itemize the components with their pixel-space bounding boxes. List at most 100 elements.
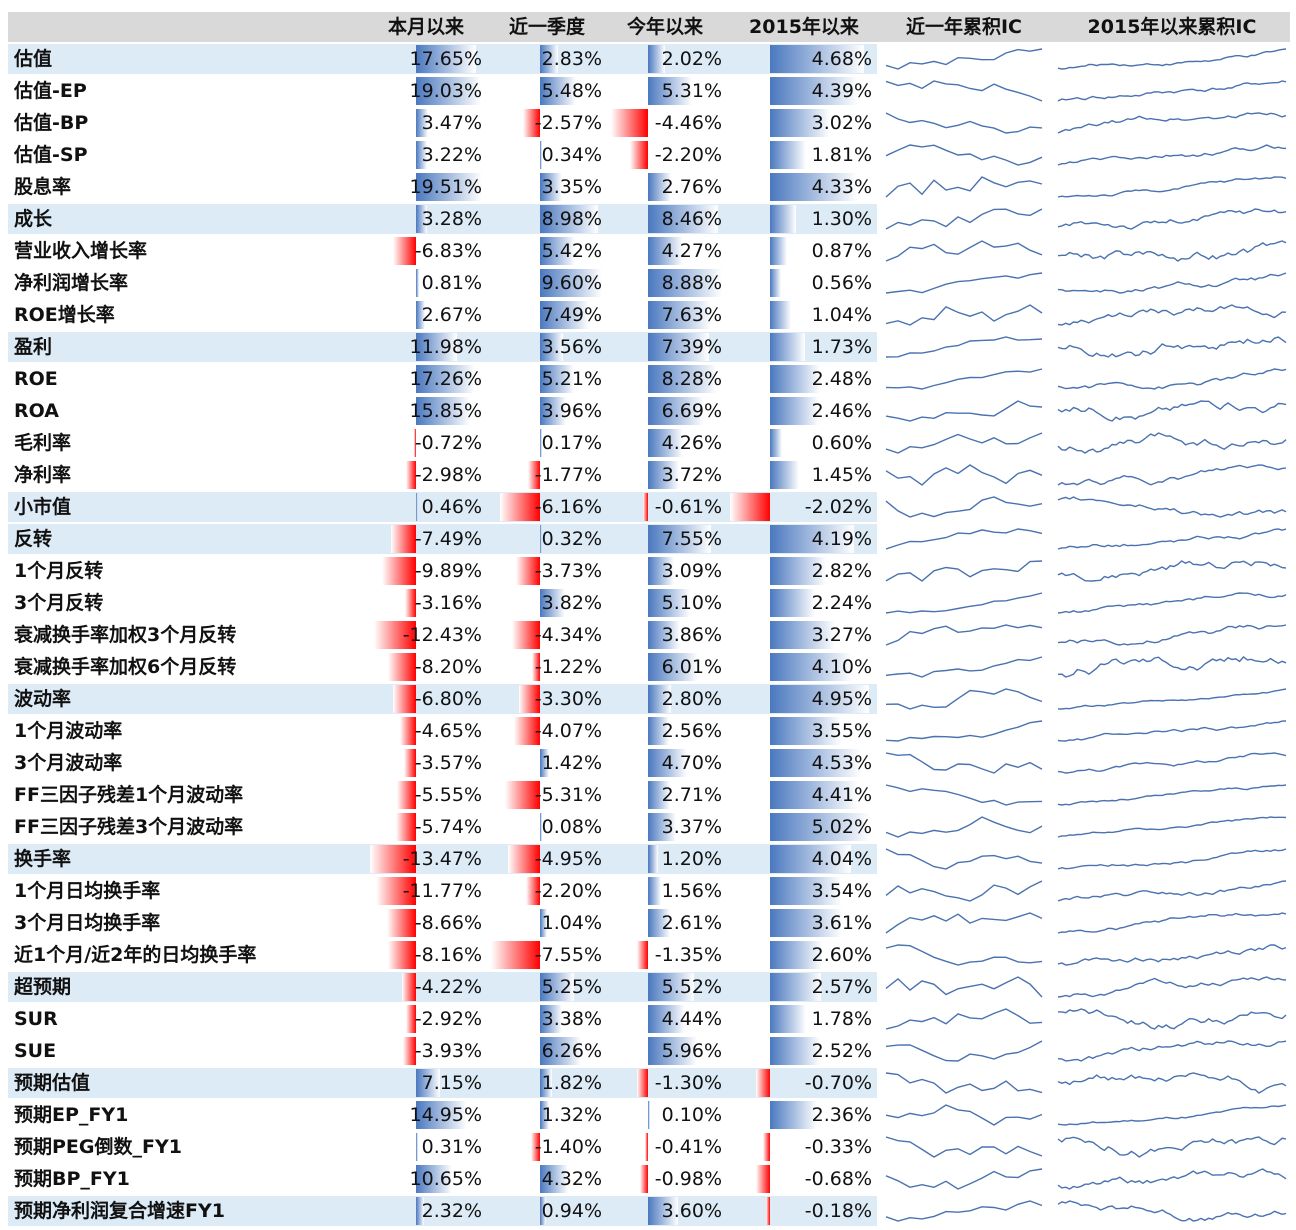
value-cell: 7.49%: [541, 304, 602, 326]
positive-data-bar: [648, 557, 674, 585]
positive-data-bar: [540, 813, 542, 841]
sparkline-path: [1057, 880, 1287, 902]
positive-data-bar: [648, 461, 679, 489]
value-cell: 2.80%: [661, 688, 722, 710]
value-cell: 5.42%: [541, 240, 602, 262]
table-header: 本月以来 近一季度 今年以来 2015年以来 近一年累积IC 2015年以来累积…: [8, 12, 1290, 42]
value-cell: -8.66%: [414, 912, 482, 934]
value-cell: 19.51%: [409, 176, 482, 198]
header-2015-cum-ic: 2015年以来累积IC: [1087, 16, 1257, 38]
positive-data-bar: [648, 909, 670, 937]
sparkline-path: [1057, 688, 1287, 710]
table-row: 3个月反转 -3.16% 3.82% 5.10% 2.24%: [8, 587, 1290, 619]
sparkline-path: [885, 1040, 1043, 1062]
value-cell: 4.41%: [811, 784, 872, 806]
positive-data-bar: [770, 1101, 818, 1129]
sparkline-path: [885, 208, 1043, 230]
positive-data-bar: [416, 365, 475, 393]
value-cell: -0.61%: [654, 496, 722, 518]
factor-name: ROA: [14, 400, 59, 422]
group-highlight: [8, 524, 877, 554]
value-cell: 5.52%: [661, 976, 722, 998]
value-cell: -3.57%: [414, 752, 482, 774]
value-cell: 5.96%: [661, 1040, 722, 1062]
positive-data-bar: [648, 749, 687, 777]
positive-data-bar: [540, 205, 599, 233]
table-row: 估值-EP 19.03% 5.48% 5.31% 4.39%: [8, 75, 1290, 107]
value-cell: 3.22%: [421, 144, 482, 166]
value-cell: 0.17%: [541, 432, 602, 454]
sparkline-path: [1057, 624, 1287, 646]
ic-sparkline-1y: [885, 1008, 1043, 1030]
negative-data-bar: [392, 685, 416, 713]
ic-sparkline-2015: [1057, 976, 1287, 998]
sparkline-path: [885, 560, 1043, 582]
positive-data-bar: [770, 301, 791, 329]
value-cell: -4.65%: [414, 720, 482, 742]
positive-data-bar: [540, 141, 543, 169]
sparkline-path: [885, 816, 1043, 838]
ic-sparkline-1y: [885, 1200, 1043, 1222]
negative-data-bar: [375, 877, 416, 905]
value-cell: 8.28%: [661, 368, 722, 390]
value-cell: 5.31%: [661, 80, 722, 102]
sparkline-path: [1057, 912, 1287, 934]
positive-data-bar: [416, 205, 428, 233]
sparkline-path: [885, 48, 1043, 70]
value-cell: -7.55%: [534, 944, 602, 966]
positive-data-bar: [648, 365, 717, 393]
sparkline-path: [885, 1104, 1043, 1126]
positive-data-bar: [416, 1197, 424, 1225]
positive-data-bar: [648, 525, 711, 553]
sparkline-path: [885, 464, 1043, 486]
value-cell: 11.98%: [409, 336, 482, 358]
value-cell: -4.95%: [534, 848, 602, 870]
negative-data-bar: [396, 813, 416, 841]
ic-sparkline-2015: [1057, 176, 1287, 198]
value-cell: -2.20%: [534, 880, 602, 902]
positive-data-bar: [540, 525, 543, 553]
value-cell: 2.24%: [811, 592, 872, 614]
ic-sparkline-2015: [1057, 1072, 1287, 1094]
value-cell: 0.56%: [811, 272, 872, 294]
positive-data-bar: [770, 333, 805, 361]
sparkline-path: [1057, 1040, 1287, 1062]
value-cell: 4.70%: [661, 752, 722, 774]
positive-data-bar: [648, 653, 698, 681]
value-cell: 0.60%: [811, 432, 872, 454]
factor-name: 超预期: [14, 976, 72, 998]
negative-data-bar: [499, 493, 540, 521]
negative-data-bar: [610, 109, 648, 137]
value-cell: 1.04%: [811, 304, 872, 326]
value-cell: -9.89%: [414, 560, 482, 582]
value-cell: -7.49%: [414, 528, 482, 550]
ic-sparkline-1y: [885, 80, 1043, 102]
value-cell: 3.47%: [421, 112, 482, 134]
value-cell: 0.34%: [541, 144, 602, 166]
factor-name: 估值-SP: [14, 144, 88, 166]
positive-data-bar: [770, 1037, 821, 1065]
value-cell: 0.46%: [421, 496, 482, 518]
value-cell: -4.07%: [534, 720, 602, 742]
sparkline-path: [885, 1200, 1043, 1222]
value-cell: 2.76%: [661, 176, 722, 198]
table-row: 预期净利润复合增速FY1 2.32% 0.94% 3.60% -0.18%: [8, 1195, 1290, 1227]
value-cell: -0.72%: [414, 432, 482, 454]
table-row: 预期PEG倒数_FY1 0.31% -1.40% -0.41% -0.33%: [8, 1131, 1290, 1163]
positive-data-bar: [648, 173, 671, 201]
value-cell: 1.20%: [661, 848, 722, 870]
value-cell: 0.81%: [421, 272, 482, 294]
positive-data-bar: [648, 1101, 650, 1129]
sparkline-path: [1057, 336, 1287, 358]
factor-name: 净利率: [14, 464, 72, 486]
value-cell: 5.25%: [541, 976, 602, 998]
value-cell: -4.46%: [654, 112, 722, 134]
value-cell: -6.83%: [414, 240, 482, 262]
positive-data-bar: [540, 77, 576, 105]
value-cell: -2.57%: [534, 112, 602, 134]
table-row: 预期EP_FY1 14.95% 1.32% 0.10% 2.36%: [8, 1099, 1290, 1131]
positive-data-bar: [770, 653, 852, 681]
table-row: 超预期 -4.22% 5.25% 5.52% 2.57%: [8, 971, 1290, 1003]
positive-data-bar: [648, 877, 661, 905]
ic-sparkline-2015: [1057, 1168, 1287, 1190]
